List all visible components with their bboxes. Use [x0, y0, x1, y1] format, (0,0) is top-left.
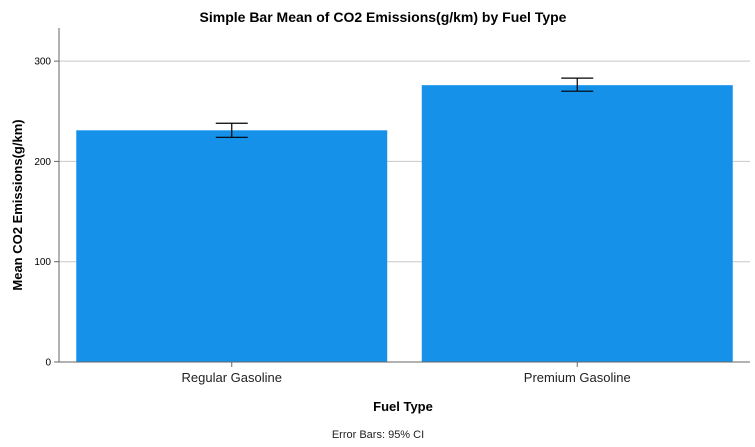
- x-tick-label: Premium Gasoline: [524, 370, 631, 385]
- y-axis-title: Mean CO2 Emissions(g/km): [10, 119, 25, 290]
- x-axis-title: Fuel Type: [373, 399, 433, 414]
- bars-group: [76, 85, 733, 362]
- y-tick-label: 300: [34, 57, 51, 68]
- y-tick-label: 200: [34, 157, 51, 168]
- bar: [421, 85, 733, 362]
- y-tick-label: 100: [34, 257, 51, 268]
- x-tick-label: Regular Gasoline: [182, 370, 282, 385]
- bar: [76, 130, 388, 362]
- y-tick-label: 0: [45, 358, 51, 369]
- error-bars-note: Error Bars: 95% CI: [332, 429, 424, 441]
- axes-group: [58, 28, 750, 363]
- error-bars-group: [215, 77, 594, 138]
- x-ticks-group: Regular Gasoline Premium Gasoline: [182, 362, 631, 385]
- chart-title: Simple Bar Mean of CO2 Emissions(g/km) b…: [200, 9, 567, 25]
- y-ticks-group: 0 100 200 300: [34, 57, 59, 369]
